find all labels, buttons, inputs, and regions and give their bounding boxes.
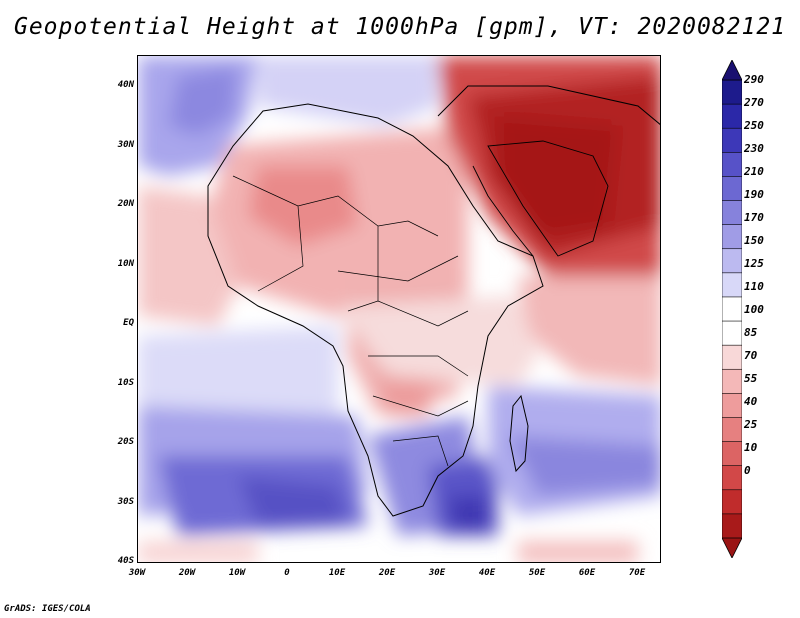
lon-label-20e: 20E [378,568,396,578]
lat-label-40s: 40S [117,556,134,566]
colorbar-label-170: 170 [744,211,764,224]
colorbar-label-55: 55 [744,372,758,385]
lat-label-30s: 30S [117,497,134,507]
africa-coastline [207,103,544,517]
lon-label-60e: 60E [578,568,596,578]
colorbar-swatch [722,200,742,226]
colorbar-swatch [722,344,742,371]
lon-label-20w: 20W [178,568,196,578]
colorbar-label-250: 250 [744,119,764,132]
colorbar-swatch [722,393,742,419]
lat-label-20n: 20N [117,199,134,209]
madagascar-outline [509,394,529,473]
lon-label-70e: 70E [628,568,646,578]
map-field [138,56,660,562]
lon-label-30w: 30W [128,568,146,578]
lat-label-40n: 40N [117,80,134,90]
colorbar-swatch [722,272,742,298]
lat-label-10s: 10S [117,378,134,388]
colorbar-swatch [722,248,742,274]
colorbar-swatch [722,79,742,105]
colorbar-label-150: 150 [744,234,764,247]
country-borders [232,175,469,467]
lat-label-10n: 10N [117,259,134,269]
grads-credit: GrADS: IGES/COLA [4,604,91,614]
colorbar-swatch [722,103,742,130]
colorbar-label-270: 270 [744,96,764,109]
colorbar-label-40: 40 [744,395,758,408]
colorbar-label-25: 25 [744,418,758,431]
colorbar-swatch [722,127,742,154]
colorbar-swatch [722,465,742,491]
lat-label-eq: EQ [123,318,134,328]
colorbar-swatch [722,296,742,322]
colorbar [722,60,742,558]
colorbar-label-110: 110 [744,280,764,293]
colorbar-swatch [722,176,742,202]
colorbar-label-0: 0 [744,464,751,477]
colorbar-swatch [722,417,742,443]
colorbar-swatch [722,489,742,515]
colorbar-label-290: 290 [744,73,764,86]
lon-label-10e: 10E [328,568,346,578]
map-panel[interactable] [137,55,661,563]
lat-label-30n: 30N [117,140,134,150]
southeast-africa-high [448,496,488,531]
colorbar-swatch [722,368,742,395]
colorbar-label-190: 190 [744,188,764,201]
colorbar-swatches [722,79,742,539]
colorbar-swatch [722,224,742,250]
colorbar-label-10: 10 [744,441,758,454]
lon-label-40e: 40E [478,568,496,578]
colorbar-label-125: 125 [744,257,764,270]
colorbar-label-230: 230 [744,142,764,155]
colorbar-swatch [722,320,742,346]
colorbar-label-100: 100 [744,303,764,316]
colorbar-label-85: 85 [744,326,758,339]
colorbar-swatch [722,513,742,539]
lon-label-30e: 30E [428,568,446,578]
colorbar-label-210: 210 [744,165,764,178]
eurasia-coastline [437,85,660,125]
lat-label-20s: 20S [117,437,134,447]
red-sea-coast [472,165,534,257]
colorbar-swatch [722,441,742,467]
lon-label-10w: 10W [228,568,246,578]
colorbar-bottom-arrow [722,537,742,558]
arabian-peninsula-outline [487,140,609,257]
lon-label-50e: 50E [528,568,546,578]
colorbar-swatch [722,152,742,178]
colorbar-label-70: 70 [744,349,758,362]
map-title: Geopotential Height at 1000hPa [gpm], VT… [13,14,787,40]
colorbar-top-arrow [722,60,742,81]
lon-label-0: 0 [284,568,290,578]
